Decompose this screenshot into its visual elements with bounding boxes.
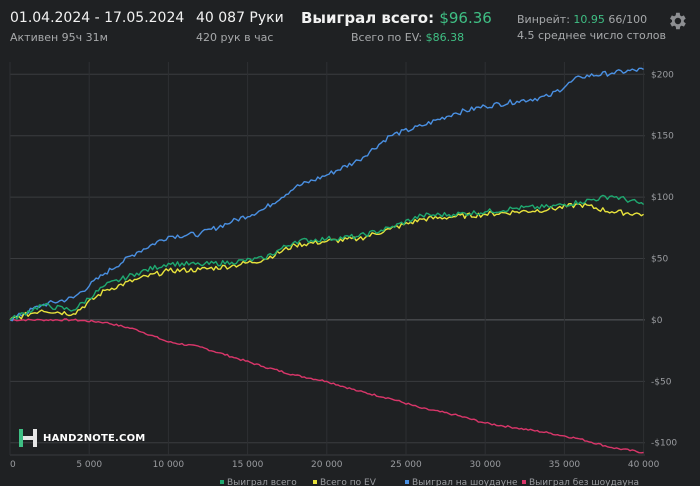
legend-item[interactable]: Выиграл всего	[220, 478, 297, 486]
x-tick-label: 35 000	[549, 460, 581, 470]
x-tick-label: 15 000	[232, 460, 264, 470]
x-axis: 0 5 000 10 000 15 000 20 000 25 000 30 000 35 0…	[10, 460, 660, 470]
legend-swatch	[405, 480, 409, 484]
x-tick-label: 25 000	[390, 460, 422, 470]
won-total-value: $96.36	[439, 9, 492, 27]
x-tick-label: 20 000	[311, 460, 343, 470]
x-tick-label: 5 000	[76, 460, 102, 470]
chart-grid	[9, 62, 645, 456]
active-time: Активен 95ч 31м	[10, 31, 108, 44]
won-total: Выиграл всего: $96.36	[301, 9, 492, 27]
y-tick-label: -$50	[651, 377, 672, 387]
winrate-per-100: 66/100	[604, 13, 648, 26]
series-line	[9, 202, 644, 321]
legend-swatch	[220, 480, 224, 484]
x-tick-label: 30 000	[469, 460, 501, 470]
y-tick-label: $50	[651, 255, 668, 265]
winrate: Винрейт: 10.95 66/100	[517, 13, 647, 26]
legend-swatch	[313, 480, 317, 484]
legend-swatch	[522, 480, 526, 484]
legend-label: Выиграл без шоудауна	[529, 478, 639, 486]
date-range[interactable]: 01.04.2024 - 17.05.2024	[10, 10, 185, 26]
gear-icon[interactable]	[666, 10, 688, 32]
y-tick-label: -$100	[651, 439, 677, 449]
x-tick-label: 40 000	[628, 460, 660, 470]
h2n-logo-icon	[19, 429, 37, 447]
legend-label: Выиграл всего	[227, 478, 297, 486]
y-tick-label: $200	[651, 70, 674, 80]
legend-label: Всего по EV	[320, 478, 377, 486]
ev-total-value: $86.38	[425, 31, 465, 44]
y-axis: $200 $150 $100 $50 $0 -$50 -$100	[651, 70, 677, 448]
chart-series	[9, 67, 645, 454]
winrate-label: Винрейт:	[517, 13, 574, 26]
legend-item[interactable]: Выиграл без шоудауна	[522, 478, 639, 486]
logo-text: HAND2NOTE.COM	[43, 432, 146, 444]
ev-total: Всего по EV: $86.38	[351, 31, 464, 44]
series-line	[9, 67, 644, 322]
avg-tables: 4.5 среднее число столов	[517, 29, 666, 42]
x-tick-label: 0	[10, 460, 16, 470]
ev-total-label: Всего по EV:	[351, 31, 426, 44]
y-tick-label: $100	[651, 193, 674, 203]
x-tick-label: 10 000	[153, 460, 185, 470]
y-tick-label: $150	[651, 132, 674, 142]
hands-count: 40 087 Руки	[196, 10, 284, 26]
stats-header: 01.04.2024 - 17.05.2024 Активен 95ч 31м …	[0, 0, 700, 50]
legend-item[interactable]: Выиграл на шоудауне	[405, 478, 518, 486]
y-tick-label: $0	[651, 316, 663, 326]
won-total-label: Выиграл всего:	[301, 9, 440, 27]
hands-per-hour: 420 рук в час	[196, 31, 274, 44]
series-line	[9, 194, 645, 321]
series-line	[10, 318, 644, 454]
winrate-value: 10.95	[573, 13, 605, 26]
hand2note-logo: HAND2NOTE.COM	[18, 428, 145, 448]
legend-item[interactable]: Всего по EV	[313, 478, 377, 486]
legend-label: Выиграл на шоудауне	[412, 478, 518, 486]
chart-legend[interactable]: Выиграл всего Всего по EV Выиграл на шоуда…	[220, 478, 639, 486]
